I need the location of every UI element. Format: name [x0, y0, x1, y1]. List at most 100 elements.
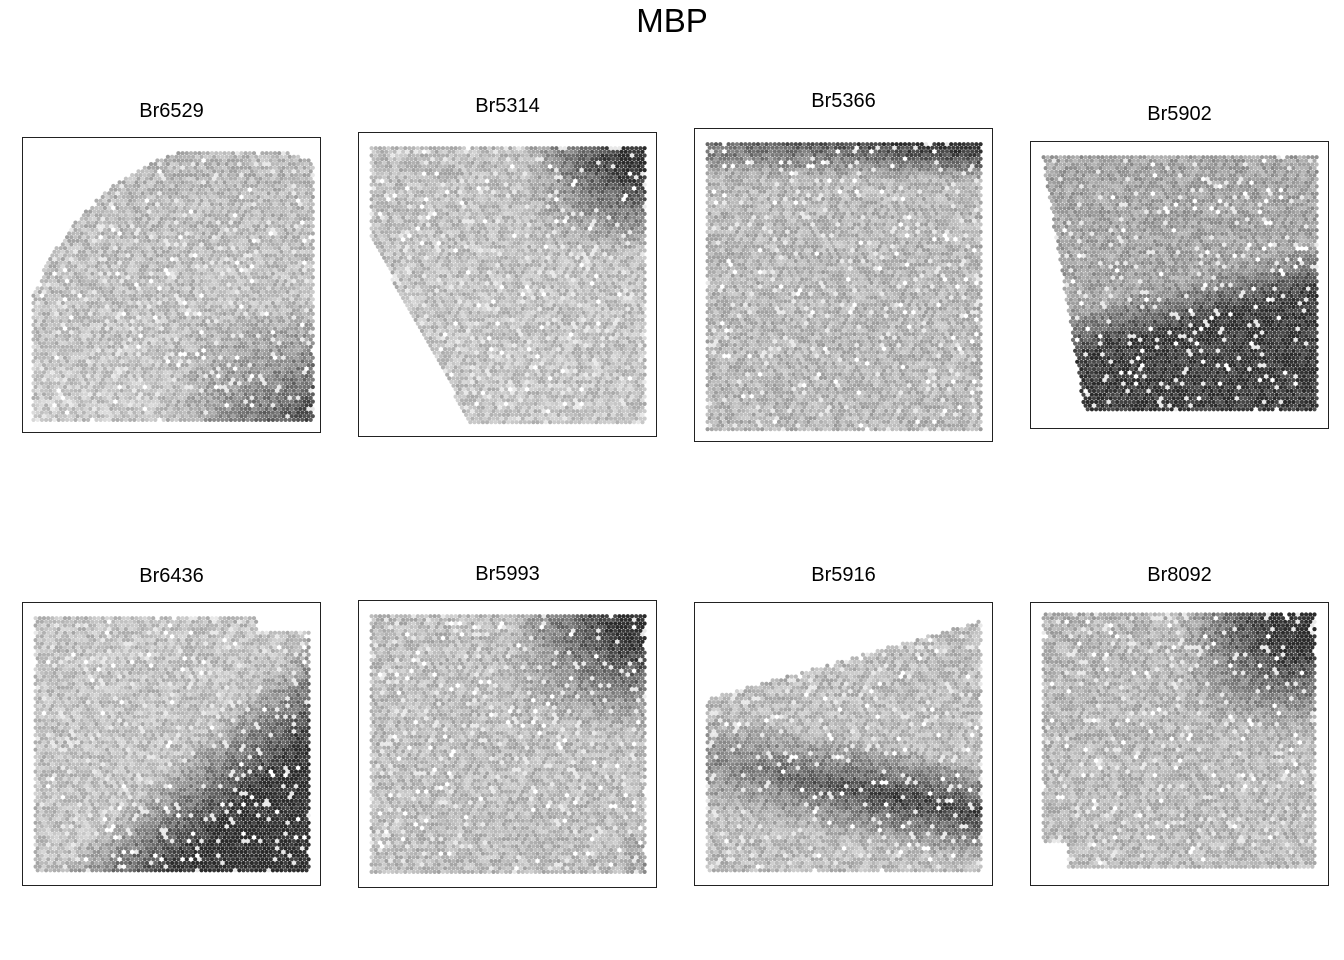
spot	[293, 216, 299, 221]
spot	[224, 242, 229, 247]
spot	[533, 146, 538, 151]
spot	[98, 359, 103, 364]
spot	[159, 341, 164, 346]
spot	[180, 216, 185, 221]
spot	[182, 322, 187, 327]
spot	[205, 304, 210, 309]
spot	[237, 337, 242, 342]
spot	[296, 403, 301, 408]
spot	[251, 158, 257, 163]
spot	[470, 160, 475, 165]
spot	[277, 399, 282, 404]
spot	[184, 355, 189, 360]
spot	[151, 180, 156, 185]
spot	[245, 154, 250, 159]
spot	[125, 348, 131, 353]
spot	[228, 315, 233, 320]
spot	[37, 392, 42, 397]
spot	[174, 308, 179, 313]
spot	[113, 253, 118, 258]
spot	[270, 191, 275, 196]
spot	[88, 406, 93, 411]
spot	[58, 268, 63, 273]
spot	[188, 253, 194, 258]
spot	[138, 268, 143, 273]
spot	[149, 337, 154, 342]
spot	[184, 165, 189, 170]
figure-title: MBP	[0, 2, 1344, 40]
spot	[281, 180, 286, 185]
spot	[289, 384, 294, 390]
spot	[293, 311, 299, 316]
spot	[119, 220, 124, 225]
spot	[256, 399, 261, 404]
spot	[182, 395, 187, 401]
spot	[541, 160, 546, 165]
spot	[123, 337, 128, 342]
spot	[35, 293, 40, 298]
spot	[136, 403, 141, 408]
spot	[199, 322, 204, 327]
spot	[256, 253, 261, 258]
spot	[107, 337, 112, 342]
spot	[512, 146, 517, 151]
spot	[216, 403, 221, 408]
spot	[182, 417, 187, 422]
spot	[245, 300, 250, 306]
spot	[136, 227, 141, 232]
spot	[277, 231, 282, 236]
spot	[31, 381, 36, 386]
spot	[214, 297, 219, 302]
spot	[216, 154, 221, 159]
spot	[302, 297, 307, 302]
spot	[90, 279, 95, 284]
spot	[111, 191, 116, 196]
spot	[56, 344, 61, 349]
spot	[44, 337, 49, 342]
spot	[195, 300, 200, 306]
spot	[125, 275, 131, 280]
spot	[170, 169, 175, 174]
spot	[296, 417, 301, 422]
spot	[310, 187, 315, 192]
spot	[579, 153, 584, 158]
panel-title: Br6529	[22, 100, 321, 123]
spot	[153, 308, 158, 313]
spot	[270, 395, 275, 401]
spot	[44, 381, 49, 386]
spot	[275, 205, 280, 211]
spot	[151, 414, 156, 419]
spot	[300, 191, 305, 196]
spot	[165, 169, 170, 174]
spot	[100, 231, 105, 236]
spot	[510, 171, 515, 176]
spot	[417, 149, 422, 154]
spot	[212, 213, 217, 218]
spot	[119, 235, 124, 240]
spot	[186, 286, 191, 291]
spot	[165, 176, 170, 181]
spot	[180, 363, 185, 368]
spot	[251, 326, 257, 331]
spot	[308, 330, 313, 335]
spot	[180, 348, 185, 353]
spot	[293, 341, 299, 346]
spot	[146, 370, 152, 375]
spot	[302, 370, 307, 375]
spot	[296, 205, 301, 211]
spot	[56, 286, 61, 291]
spot	[380, 157, 385, 162]
spot	[138, 384, 143, 390]
spot	[146, 355, 152, 360]
spot	[159, 355, 164, 360]
spot	[134, 275, 139, 280]
spot	[277, 246, 282, 251]
spot	[298, 253, 303, 258]
spot	[285, 392, 290, 397]
spot	[191, 183, 196, 189]
spot	[268, 173, 273, 178]
spot	[174, 257, 179, 262]
spot	[113, 414, 118, 419]
spot	[109, 209, 114, 214]
spot	[60, 322, 65, 327]
